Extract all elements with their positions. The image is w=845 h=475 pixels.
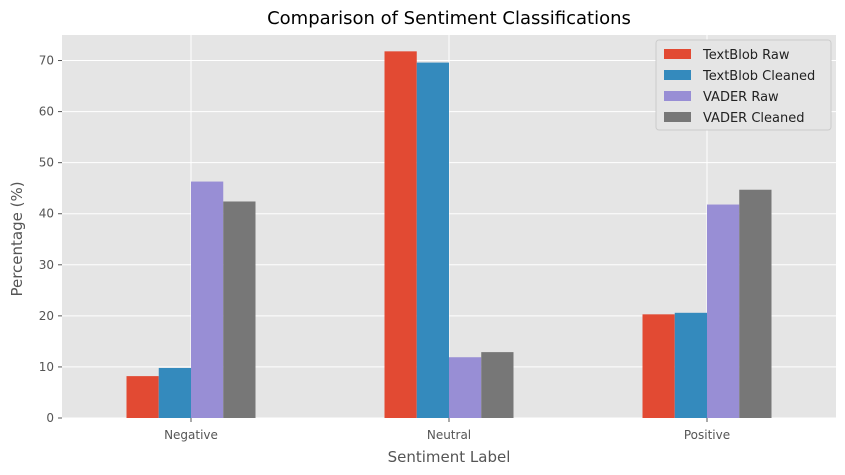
y-tick-label: 70 [39, 54, 54, 68]
bar-vader-cleaned-negative [223, 201, 256, 418]
bar-textblob-raw-negative [126, 376, 159, 418]
legend-label-vader-cleaned: VADER Cleaned [703, 111, 805, 126]
chart-title: Comparison of Sentiment Classifications [267, 8, 631, 29]
legend: TextBlob Raw TextBlob Cleaned VADER Raw VAD… [655, 39, 832, 131]
legend-label-textblob-cleaned: TextBlob Cleaned [702, 69, 815, 84]
legend-box [655, 39, 832, 131]
y-tick-label: 10 [39, 360, 54, 374]
y-tick-label: 20 [39, 309, 54, 323]
bar-textblob-cleaned-positive [674, 312, 707, 418]
bar-vader-cleaned-neutral [481, 352, 514, 418]
x-tick-label: Negative [164, 428, 218, 442]
x-tick-label: Positive [684, 428, 730, 442]
y-tick-label: 50 [39, 156, 54, 170]
y-tick-label: 40 [39, 207, 54, 221]
x-axis-ticks: Negative Neutral Positive [164, 418, 730, 442]
legend-swatch-textblob-raw [664, 49, 691, 59]
x-tick-label: Neutral [427, 428, 471, 442]
bar-textblob-cleaned-negative [158, 367, 191, 418]
bar-vader-cleaned-positive [739, 189, 772, 418]
bar-vader-raw-neutral [449, 357, 482, 418]
legend-swatch-vader-cleaned [664, 112, 691, 122]
y-axis-title: Percentage (%) [8, 181, 26, 296]
legend-swatch-textblob-cleaned [664, 70, 691, 80]
legend-label-vader-raw: VADER Raw [703, 90, 779, 105]
y-tick-label: 0 [46, 411, 54, 425]
x-axis-title: Sentiment Label [388, 448, 511, 466]
bar-vader-raw-positive [707, 204, 740, 418]
bar-textblob-raw-positive [642, 314, 675, 418]
bars-group [126, 51, 772, 419]
bar-textblob-raw-neutral [384, 51, 417, 418]
y-axis-ticks: 0 10 20 30 40 50 60 70 [39, 54, 62, 425]
bar-vader-raw-negative [191, 181, 224, 418]
y-tick-label: 60 [39, 105, 54, 119]
bar-textblob-cleaned-neutral [416, 62, 449, 419]
y-tick-label: 30 [39, 258, 54, 272]
legend-label-textblob-raw: TextBlob Raw [702, 48, 790, 63]
legend-swatch-vader-raw [664, 91, 691, 101]
